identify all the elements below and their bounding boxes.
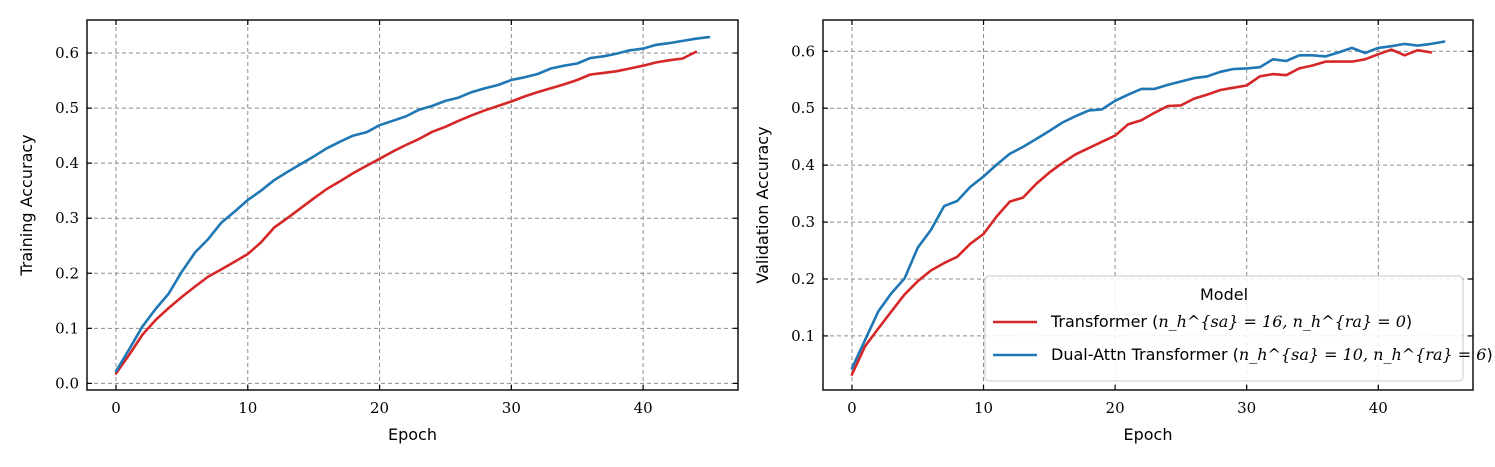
legend-entry-name: Transformer (: [1050, 312, 1158, 331]
plot-frame: [86, 19, 739, 391]
y-tick-label: 0.6: [55, 44, 79, 62]
legend-entry-dual-attn: Dual-Attn Transformer (n_h^{sa} = 10, n_…: [1051, 345, 1493, 364]
transformer-series-line: [850, 48, 1433, 376]
x-tick-label: 10: [238, 399, 257, 417]
training-accuracy-chart: 0 10 20 30 40 0.0 0.1 0.2 0.3 0.4 0.5 0.6 Epoch Train…: [17, 19, 739, 444]
y-tick-label: 0.3: [791, 213, 815, 231]
legend-title: Model: [1200, 285, 1248, 304]
y-tick-label: 0.1: [55, 319, 79, 337]
y-tick-label: 0.1: [791, 327, 815, 345]
y-tick-label: 0.3: [55, 209, 79, 227]
y-axis-label: Training Accuracy: [17, 134, 36, 276]
y-tick-label: 0.5: [791, 99, 815, 117]
x-tick-label: 30: [502, 399, 521, 417]
legend-entry-math: n_h^{sa} = 16, n_h^{ra} = 0: [1158, 312, 1406, 331]
x-tick-label: 20: [1106, 399, 1125, 417]
x-tick-label: 30: [1237, 399, 1256, 417]
legend-entry-name: Dual-Attn Transformer (: [1051, 345, 1239, 364]
dual-attn-transformer-series-line: [850, 40, 1446, 370]
legend-entry-close: ): [1406, 312, 1412, 331]
y-tick-label: 0.0: [55, 374, 79, 392]
legend-entry-math: n_h^{sa} = 10, n_h^{ra} = 6: [1239, 345, 1487, 364]
y-tick-label: 0.6: [791, 42, 815, 60]
y-tick-label: 0.4: [55, 154, 79, 172]
y-tick-label: 0.2: [55, 264, 79, 282]
x-tick-label: 0: [111, 399, 121, 417]
x-axis-label: Epoch: [388, 425, 437, 444]
transformer-series-line: [114, 50, 698, 375]
legend-entry-transformer: Transformer (n_h^{sa} = 16, n_h^{ra} = 0…: [1050, 312, 1412, 331]
validation-accuracy-chart: 0 10 20 30 40 0.1 0.2 0.3 0.4 0.5 0.6 Epoch Validati…: [753, 19, 1493, 444]
x-tick-label: 40: [634, 399, 653, 417]
legend-box: [984, 275, 1464, 382]
x-tick-label: 0: [847, 399, 857, 417]
x-tick-label: 20: [370, 399, 389, 417]
plot-frame: [822, 19, 1474, 391]
legend-entry-close: ): [1486, 345, 1492, 364]
y-tick-label: 0.4: [791, 156, 815, 174]
x-tick-label: 10: [974, 399, 993, 417]
y-axis-label: Validation Accuracy: [753, 126, 772, 283]
x-tick-label: 40: [1369, 399, 1388, 417]
dual-attn-transformer-series-line: [114, 35, 711, 373]
y-tick-label: 0.5: [55, 99, 79, 117]
x-axis-label: Epoch: [1124, 425, 1173, 444]
y-tick-label: 0.2: [791, 270, 815, 288]
